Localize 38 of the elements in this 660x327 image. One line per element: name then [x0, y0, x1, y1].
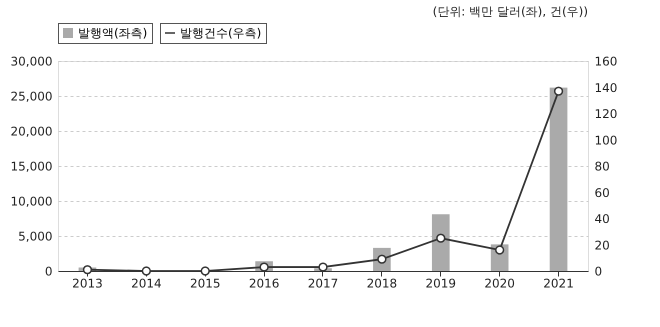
x-tick-label: 2013: [72, 276, 103, 290]
y2-tick-label: 0: [594, 264, 602, 278]
y-tick-label: 25,000: [10, 90, 52, 104]
x-tick-label: 2021: [543, 276, 574, 290]
point: [554, 86, 564, 96]
x-tick-label: 2016: [248, 276, 280, 290]
point: [259, 262, 269, 272]
legend-label: 발행건수(우측): [180, 26, 262, 40]
point: [82, 265, 92, 274]
x-tick-label: 2017: [308, 276, 338, 290]
bar: [432, 214, 450, 271]
bar: [550, 88, 568, 271]
y-tick-label: 10,000: [10, 194, 52, 208]
y-tick-label: 30,000: [10, 54, 52, 68]
y-tick-label: 5,000: [18, 230, 52, 244]
y2-tick-label: 40: [594, 212, 610, 226]
y2-tick-label: 120: [594, 107, 618, 121]
y-tick-label: 15,000: [10, 160, 52, 174]
x-tick-label: 2020: [484, 276, 515, 290]
y2-tick-label: 20: [594, 238, 610, 252]
y-tick-label: 0: [44, 264, 52, 278]
y2-tick-label: 140: [594, 80, 618, 95]
legend-label: 발행액(좌측): [78, 26, 148, 40]
text: (단위: 백만 달러(좌), 건(우)): [432, 4, 588, 18]
x-tick-label: 2014: [131, 276, 162, 290]
y-tick-label: 20,000: [10, 124, 52, 138]
x-tick-label: 2018: [366, 276, 398, 290]
point: [142, 266, 151, 276]
y2-tick-label: 60: [594, 186, 610, 200]
y2-tick-label: 160: [594, 54, 618, 68]
x-tick-label: 2015: [190, 276, 220, 290]
point: [436, 234, 446, 243]
point: [495, 245, 504, 255]
x-tick-label: 2019: [426, 276, 456, 290]
y2-tick-label: 80: [594, 160, 610, 174]
point: [318, 262, 328, 272]
point: [200, 266, 210, 276]
y2-tick-label: 100: [594, 133, 618, 148]
